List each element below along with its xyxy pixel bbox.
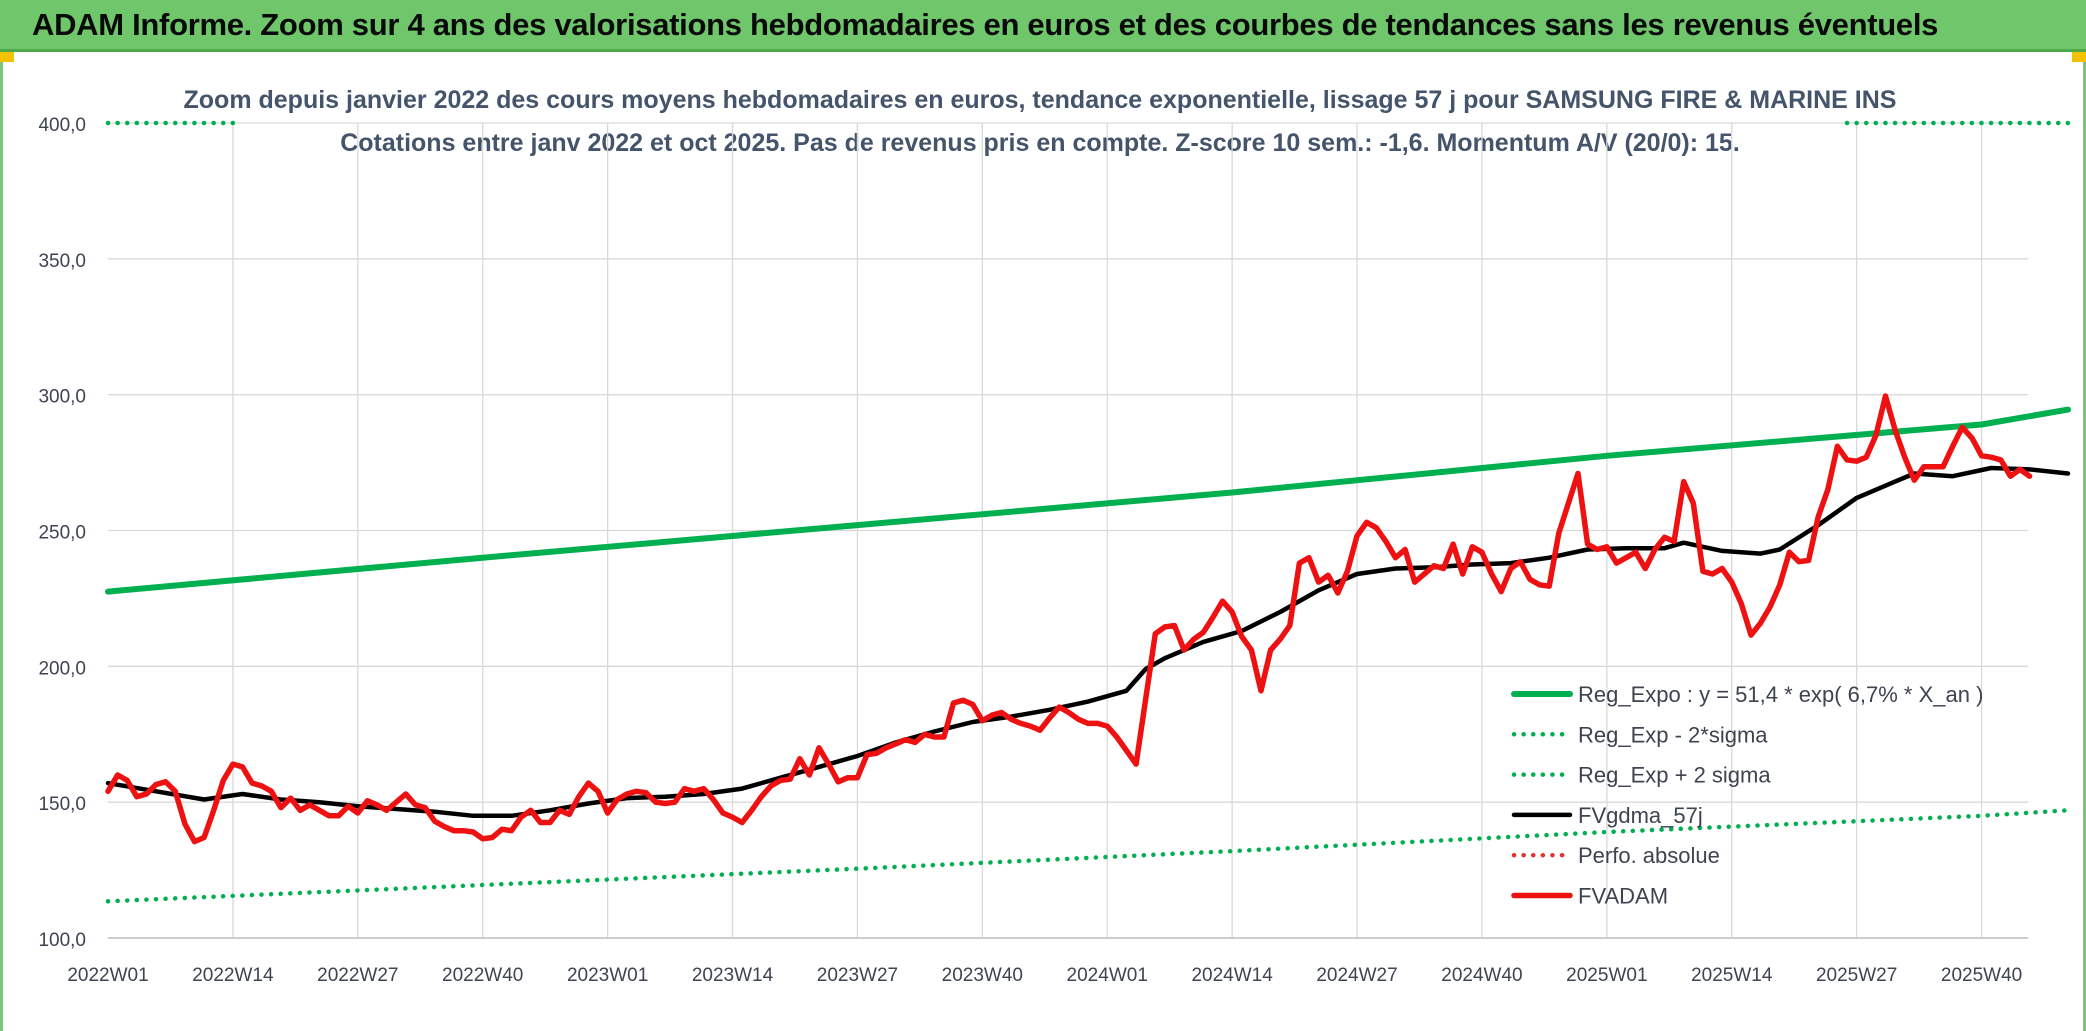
legend-label: Perfo. absolue	[1578, 843, 1720, 868]
x-tick-label: 2024W14	[1191, 965, 1273, 986]
x-tick-label: 2024W01	[1067, 965, 1148, 986]
y-tick-label: 250,0	[38, 523, 86, 544]
series-line-1	[105, 808, 2071, 904]
x-tick-label: 2022W14	[192, 965, 274, 986]
legend: Reg_Expo : y = 51,4 * exp( 6,7% * X_an )…	[1511, 682, 1983, 909]
y-tick-label: 100,0	[38, 930, 86, 951]
x-tick-label: 2025W40	[1941, 965, 2022, 986]
y-tick-label: 350,0	[38, 251, 86, 272]
report-banner-title: ADAM Informe. Zoom sur 4 ans des valoris…	[32, 7, 1939, 42]
series-line-3	[105, 465, 2071, 819]
chart-title: Zoom depuis janvier 2022 des cours moyen…	[184, 86, 1897, 114]
y-tick-label: 150,0	[38, 794, 86, 815]
legend-label: Reg_Exp + 2 sigma	[1578, 763, 1771, 788]
y-tick-label: 300,0	[38, 387, 86, 408]
chart-frame	[0, 52, 2086, 1031]
legend-label: Reg_Exp - 2*sigma	[1578, 722, 1768, 747]
x-tick-label: 2023W14	[692, 965, 774, 986]
corner-marker-right	[2072, 52, 2086, 62]
x-tick-label: 2024W40	[1441, 965, 1522, 986]
x-tick-label: 2025W27	[1816, 965, 1897, 986]
x-tick-label: 2023W01	[567, 965, 648, 986]
x-tick-label: 2024W27	[1316, 965, 1397, 986]
legend-label: FVADAM	[1578, 884, 1668, 909]
series-layer	[105, 120, 2071, 904]
x-tick-label: 2022W01	[67, 965, 148, 986]
x-tick-label: 2023W27	[817, 965, 898, 986]
series-line-5	[105, 393, 2033, 845]
x-tick-label: 2023W40	[942, 965, 1023, 986]
x-tick-label: 2022W27	[317, 965, 398, 986]
y-tick-label: 400,0	[38, 115, 86, 136]
corner-marker-left	[0, 52, 14, 62]
axes: 100,0 150,0 200,0 250,0 300,0 350,0 400,0 2022W…	[38, 115, 2028, 986]
series-line-0	[105, 406, 2071, 595]
report-banner: ADAM Informe. Zoom sur 4 ans des valoris…	[0, 0, 2086, 52]
legend-label: Reg_Expo : y = 51,4 * exp( 6,7% * X_an )	[1578, 682, 1983, 707]
x-tick-label: 2025W01	[1566, 965, 1647, 986]
y-tick-label: 200,0	[38, 658, 86, 679]
chart-subtitle: Cotations entre janv 2022 et oct 2025. P…	[340, 129, 1740, 157]
legend-label: FVgdma_57j	[1578, 803, 1703, 828]
x-tick-label: 2022W40	[442, 965, 523, 986]
grid	[108, 122, 2028, 939]
x-tick-label: 2025W14	[1691, 965, 1773, 986]
